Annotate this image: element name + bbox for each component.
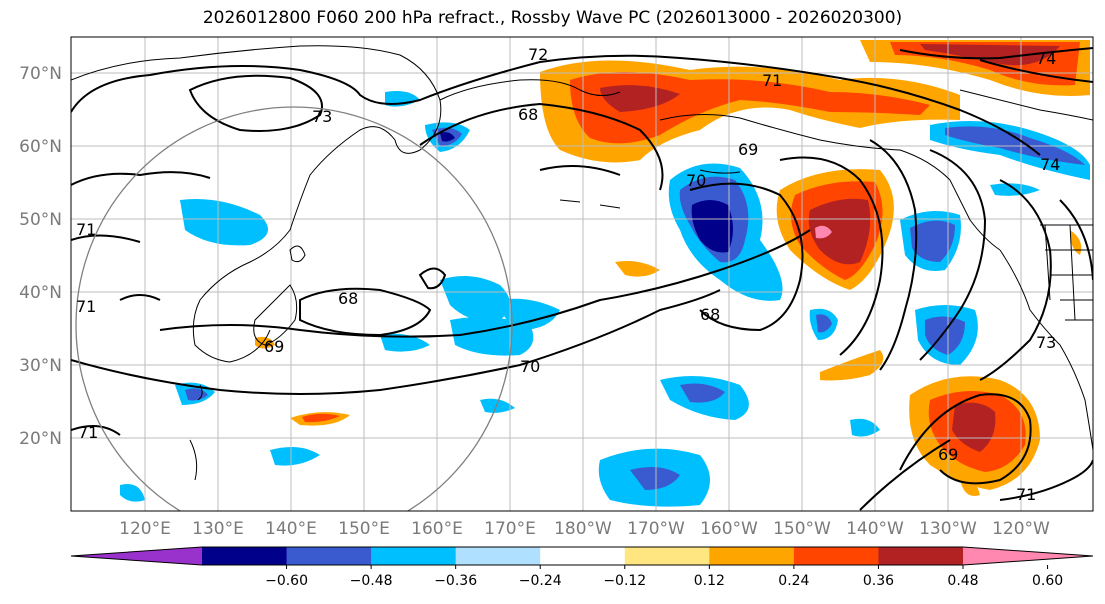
colorbar-extend-high — [963, 547, 1093, 565]
colorbar-segment — [793, 547, 879, 565]
lon-label: 140°E — [265, 519, 317, 539]
contour-label: 71 — [762, 71, 782, 90]
colorbar-tick-label: −0.48 — [350, 573, 393, 589]
lon-label: 160°E — [411, 519, 463, 539]
lon-label: 150°W — [773, 519, 831, 539]
graticule — [71, 37, 1093, 511]
contour-label: 72 — [528, 45, 548, 64]
lat-label: 20°N — [19, 429, 62, 449]
contour-label: 68 — [338, 289, 358, 308]
positive-anomaly-fields — [255, 40, 1090, 496]
colorbar-segment — [286, 547, 372, 565]
refractive-index-contours — [71, 47, 1093, 511]
contour-label: 71 — [1016, 485, 1036, 504]
lon-label: 160°W — [700, 519, 758, 539]
lon-label: 120°W — [992, 519, 1050, 539]
contour-label: 74 — [1040, 155, 1060, 174]
contour-label: 73 — [312, 107, 332, 126]
lat-label: 50°N — [19, 210, 62, 230]
contour-label: 73 — [1036, 333, 1056, 352]
colorbar-segment — [455, 547, 541, 565]
colorbar: −0.60 −0.48 −0.36 −0.24 −0.12 0.12 0.24 0.36 0.4… — [70, 546, 1094, 589]
map-frame — [70, 36, 1094, 512]
contour-label: 68 — [518, 105, 538, 124]
longitude-labels: 120°E 130°E 140°E 150°E 160°E 170°E 180°… — [119, 519, 1050, 539]
lon-label: 170°E — [484, 519, 536, 539]
colorbar-tick-label: 0.60 — [1032, 573, 1063, 589]
colorbar-segment — [371, 547, 457, 565]
lat-label: 30°N — [19, 356, 62, 376]
map-title: 2026012800 F060 200 hPa refract., Rossby… — [202, 8, 903, 28]
lat-label: 60°N — [19, 137, 62, 157]
contour-label: 71 — [76, 297, 96, 316]
colorbar-segment — [624, 547, 710, 565]
contour-label: 68 — [700, 305, 720, 324]
contour-label: 69 — [738, 140, 758, 159]
colorbar-extend-low — [71, 547, 202, 565]
latitude-labels: 70°N 60°N 50°N 40°N 30°N 20°N — [19, 64, 62, 449]
contour-label: 69 — [938, 445, 958, 464]
lon-label: 150°E — [338, 519, 390, 539]
colorbar-tick-label: −0.36 — [434, 573, 477, 589]
lon-label: 130°W — [919, 519, 977, 539]
colorbar-segment — [878, 547, 964, 565]
colorbar-segment — [202, 547, 288, 565]
contour-label: 71 — [76, 220, 96, 239]
contour-label: 74 — [1036, 49, 1056, 68]
contour-label: 69 — [264, 337, 284, 356]
contour-label: 70 — [686, 171, 706, 190]
contour-label-group: 72 73 71 68 74 74 70 68 69 68 69 70 71 7… — [76, 45, 1060, 504]
lat-label: 40°N — [19, 283, 62, 303]
coastlines — [71, 45, 1093, 481]
domain-circle — [75, 106, 513, 511]
colorbar-tick-label: 0.12 — [694, 573, 725, 589]
colorbar-tick-label: −0.24 — [519, 573, 562, 589]
lon-label: 120°E — [119, 519, 171, 539]
colorbar-outline — [70, 546, 1094, 566]
lon-label: 130°E — [192, 519, 244, 539]
lon-label: 180°W — [554, 519, 612, 539]
colorbar-tick-label: −0.12 — [603, 573, 646, 589]
lon-label: 170°W — [627, 519, 685, 539]
colorbar-segment — [709, 547, 795, 565]
contour-label: 70 — [520, 357, 540, 376]
colorbar-tick-label: 0.24 — [778, 573, 809, 589]
lat-label: 70°N — [19, 64, 62, 84]
lon-label: 140°W — [846, 519, 904, 539]
colorbar-tick-label: −0.60 — [265, 573, 308, 589]
colorbar-segment — [540, 547, 626, 565]
contour-label: 71 — [78, 423, 98, 442]
colorbar-tick-label: 0.36 — [863, 573, 894, 589]
colorbar-tick-label: 0.48 — [947, 573, 978, 589]
